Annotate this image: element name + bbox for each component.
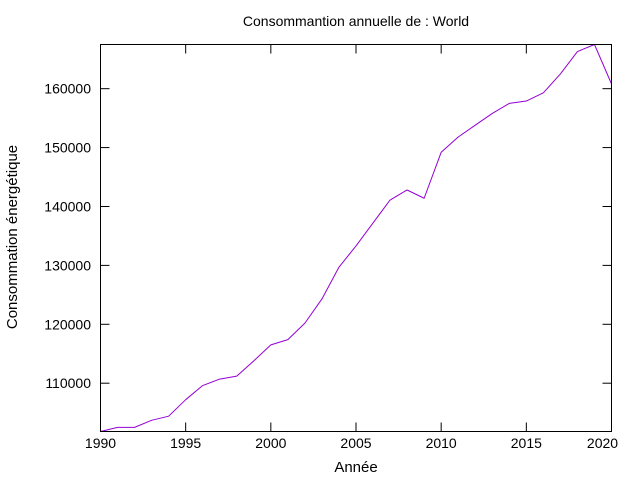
x-tick-label: 2000 [255,435,286,451]
y-tick-label: 140000 [44,198,91,214]
y-tick-label: 110000 [45,375,91,391]
x-tick-label: 1995 [170,435,201,451]
chart-title: Consommantion annuelle de : World [243,13,469,29]
x-tick-label: 2015 [511,435,542,451]
y-tick-label: 150000 [44,140,91,156]
x-tick-label: 2005 [340,435,371,451]
x-tick-label: 2020 [587,435,618,451]
y-tick-label: 130000 [44,257,91,273]
x-axis-label: Année [334,459,377,476]
plot-frame [100,44,612,432]
x-tick-label: 1990 [85,435,116,451]
tick-labels: 1990 1995 2000 2005 2010 2015 2020 110000 120000… [44,81,618,451]
y-tick-label: 120000 [44,316,91,332]
series-group [100,44,612,432]
series-line [100,44,612,432]
y-tick-label: 160000 [44,81,91,97]
x-tick-label: 2010 [426,435,457,451]
y-axis-label: Consommation énergétique [4,145,21,329]
